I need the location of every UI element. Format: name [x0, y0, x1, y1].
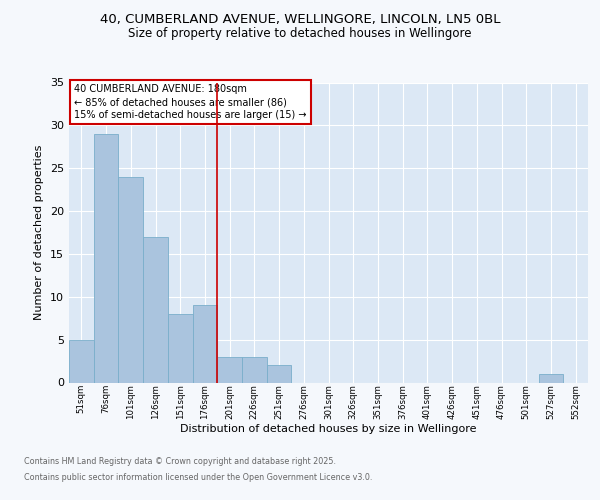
Text: 40 CUMBERLAND AVENUE: 180sqm
← 85% of detached houses are smaller (86)
15% of se: 40 CUMBERLAND AVENUE: 180sqm ← 85% of de…	[74, 84, 307, 120]
Text: Contains HM Land Registry data © Crown copyright and database right 2025.: Contains HM Land Registry data © Crown c…	[24, 458, 336, 466]
Bar	[143, 237, 168, 382]
Text: 40, CUMBERLAND AVENUE, WELLINGORE, LINCOLN, LN5 0BL: 40, CUMBERLAND AVENUE, WELLINGORE, LINCO…	[100, 12, 500, 26]
X-axis label: Distribution of detached houses by size in Wellingore: Distribution of detached houses by size …	[180, 424, 477, 434]
Bar	[242, 357, 267, 382]
Y-axis label: Number of detached properties: Number of detached properties	[34, 145, 44, 320]
Bar	[267, 366, 292, 382]
Bar	[168, 314, 193, 382]
Bar	[69, 340, 94, 382]
Text: Contains public sector information licensed under the Open Government Licence v3: Contains public sector information licen…	[24, 472, 373, 482]
Bar	[539, 374, 563, 382]
Text: Size of property relative to detached houses in Wellingore: Size of property relative to detached ho…	[128, 28, 472, 40]
Bar	[118, 177, 143, 382]
Bar	[193, 306, 217, 382]
Bar	[94, 134, 118, 382]
Bar	[217, 357, 242, 382]
